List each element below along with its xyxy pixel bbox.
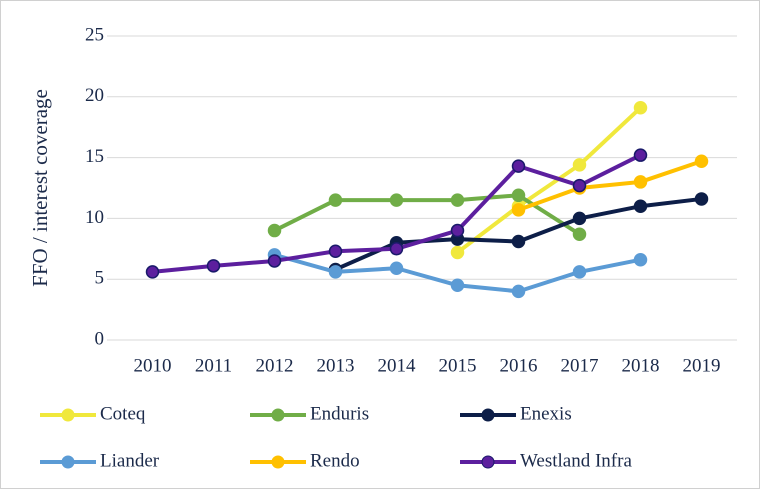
x-tick-label: 2017	[561, 355, 599, 376]
legend-marker	[61, 408, 75, 422]
point	[633, 148, 648, 162]
point	[633, 100, 648, 115]
point	[633, 252, 648, 267]
legend-label: Enexis	[520, 403, 572, 424]
point	[511, 159, 526, 173]
point	[450, 278, 465, 293]
series-line	[273, 193, 581, 236]
point	[511, 203, 526, 217]
x-tick-label: 2012	[256, 355, 294, 376]
y-tick-label: 20	[85, 85, 104, 106]
point	[328, 244, 343, 258]
y-axis-label: FFO / interest coverage	[28, 89, 52, 287]
x-tick-label: 2016	[500, 355, 538, 376]
point	[694, 192, 709, 206]
y-tick-label: 5	[95, 268, 105, 289]
point	[267, 223, 282, 238]
point	[572, 227, 587, 241]
point	[511, 234, 526, 249]
x-tick-label: 2019	[683, 355, 721, 376]
legend-marker	[481, 455, 495, 469]
x-tick-label: 2011	[195, 355, 232, 376]
point	[572, 265, 587, 279]
point	[450, 193, 465, 207]
x-tick-label: 2018	[622, 355, 660, 376]
legend-marker	[271, 408, 285, 422]
legend-label: Liander	[100, 450, 160, 471]
point	[145, 265, 160, 279]
legend-label: Coteq	[100, 403, 146, 424]
series-line	[517, 159, 703, 212]
point	[328, 265, 343, 279]
point	[328, 193, 343, 207]
y-tick-label: 0	[95, 328, 105, 349]
point	[572, 178, 587, 193]
legend-marker	[271, 455, 285, 469]
point	[450, 223, 465, 238]
point	[389, 261, 404, 276]
y-tick-label: 10	[85, 207, 104, 228]
legend-marker	[481, 408, 495, 422]
point	[389, 193, 404, 207]
y-tick-label: 15	[85, 146, 104, 167]
point	[633, 199, 648, 213]
legend-label: Westland Infra	[520, 450, 632, 471]
point	[450, 245, 465, 260]
point	[572, 158, 587, 172]
series-line	[456, 106, 642, 255]
x-tick-label: 2014	[378, 355, 417, 376]
point	[389, 242, 404, 256]
point	[206, 259, 221, 273]
legend-label: Enduris	[310, 403, 369, 424]
legend-label: Rendo	[310, 450, 360, 471]
point	[511, 284, 526, 299]
legend-marker	[61, 455, 75, 469]
y-tick-label: 25	[85, 24, 104, 45]
point	[511, 188, 526, 203]
x-tick-label: 2010	[134, 355, 172, 376]
point	[572, 211, 587, 226]
point	[694, 154, 709, 168]
x-tick-label: 2013	[317, 355, 355, 376]
point	[633, 175, 648, 189]
x-tick-label: 2015	[439, 355, 477, 376]
point	[267, 254, 282, 268]
